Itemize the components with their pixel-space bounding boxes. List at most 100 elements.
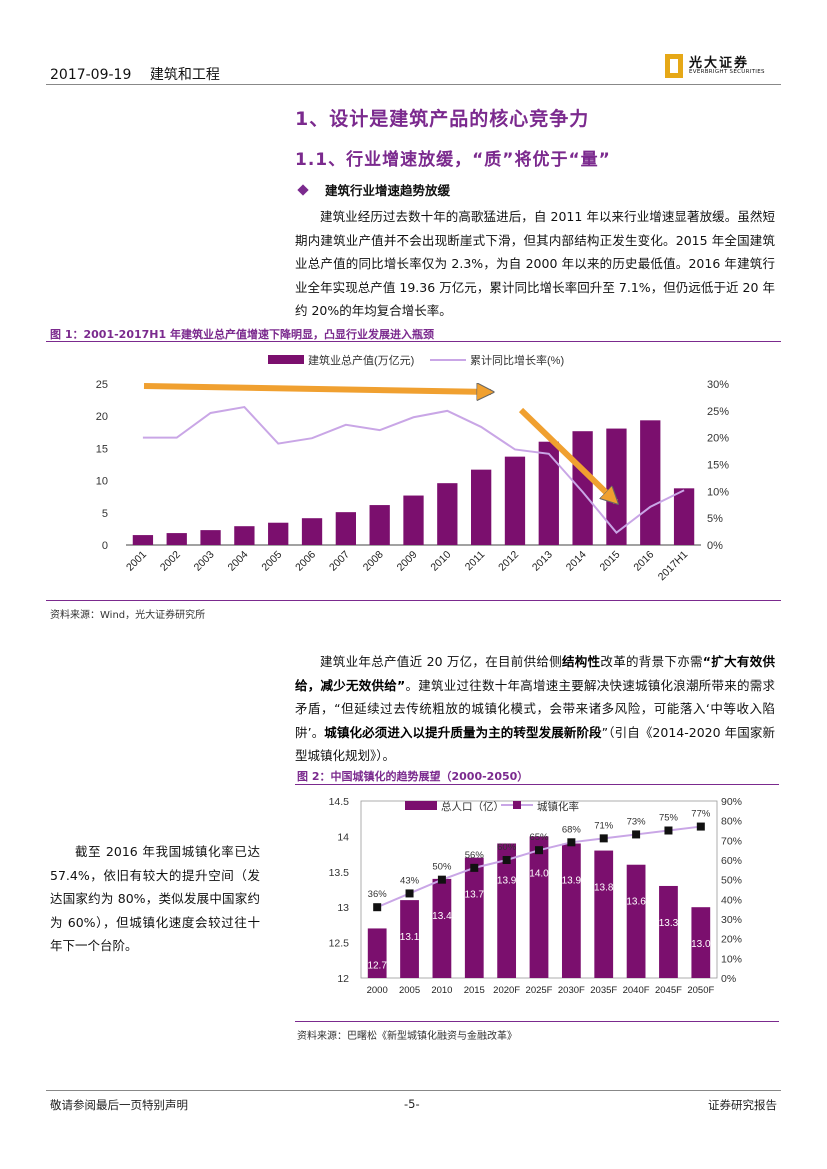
x-tick-label: 2007: [327, 549, 352, 574]
y-left-tick-label: 10: [96, 476, 108, 488]
report-sector: 建筑和工程: [149, 67, 220, 83]
bar-data-label: 13.4: [432, 911, 452, 922]
urbanization-rate-point: [664, 826, 673, 835]
bar-data-label: 13.1: [400, 932, 420, 943]
trend-arrow-horizontal: [143, 386, 491, 392]
y-left-tick-label: 15: [96, 443, 108, 455]
y-right-tick-label: 70%: [721, 835, 742, 847]
page-header: 2017-09-19 建筑和工程: [50, 64, 234, 84]
x-tick-label: 2002: [158, 549, 183, 574]
subsection-heading: 1.1、行业增速放缓，“质”将优于“量”: [295, 150, 611, 170]
figure2-top-rule: [295, 784, 779, 785]
bar-output-2007: [335, 512, 356, 545]
line-data-label: 73%: [627, 816, 647, 827]
urbanization-rate-point: [470, 863, 479, 872]
bar-population-2045F: [659, 885, 678, 978]
y-left-tick-label: 12.5: [329, 938, 350, 950]
x-tick-label: 2050F: [687, 985, 714, 996]
x-tick-label: 2016: [631, 549, 656, 574]
x-tick-label: 2014: [564, 549, 589, 574]
y-right-tick-label: 80%: [721, 816, 742, 828]
x-tick-label: 2040F: [623, 985, 650, 996]
x-tick-label: 2030F: [558, 985, 585, 996]
line-data-label: 36%: [368, 889, 388, 900]
x-tick-label: 2001: [124, 549, 149, 574]
footer-report-type: 证券研究报告: [708, 1098, 777, 1112]
y-left-tick-label: 5: [102, 508, 108, 520]
line-data-label: 43%: [400, 875, 420, 886]
side-note: 截至 2016 年我国城镇化率已达 57.4%，依旧有较大的提升空间（发达国家约…: [50, 844, 260, 953]
bar-data-label: 13.9: [562, 875, 582, 886]
x-tick-label: 2004: [226, 549, 251, 574]
logo-mark-icon: [665, 54, 683, 78]
x-tick-label: 2025F: [526, 985, 553, 996]
legend-bar-swatch: [405, 801, 437, 810]
legend-line-label: 城镇化率: [537, 800, 579, 813]
y-right-tick-label: 20%: [721, 934, 742, 946]
bar-population-2020F: [497, 843, 517, 978]
figure1-title: 图 1：2001-2017H1 年建筑业总产值增速下降明显，凸显行业发展进入瓶颈: [50, 328, 434, 341]
urbanization-rate-point: [373, 903, 382, 912]
y-right-tick-label: 0%: [707, 540, 723, 552]
x-tick-label: 2017H1: [656, 549, 691, 584]
x-tick-label: 2005: [399, 985, 420, 996]
bar-output-2016: [640, 420, 661, 545]
bar-output-2008: [369, 505, 390, 545]
x-tick-label: 2045F: [655, 985, 682, 996]
footer-divider: [46, 1090, 781, 1091]
x-tick-label: 2005: [259, 549, 284, 574]
figure1-bottom-rule: [46, 600, 781, 601]
legend-bar-swatch: [268, 355, 304, 364]
bar-output-2012: [504, 456, 526, 545]
y-right-tick-label: 20%: [707, 433, 729, 445]
bar-data-label: 13.6: [626, 897, 646, 908]
y-right-tick-label: 25%: [707, 406, 729, 418]
logo-name-en: EVERBRIGHT SECURITIES: [689, 69, 765, 75]
bar-population-2005: [400, 900, 419, 978]
bar-population-2035F: [594, 850, 614, 978]
x-tick-label: 2015: [464, 985, 485, 996]
x-tick-label: 2020F: [493, 985, 520, 996]
figure2-bottom-rule: [295, 1021, 779, 1022]
bar-population-2000: [367, 928, 387, 978]
figure2-title: 图 2：中国城镇化的趋势展望（2000-2050）: [297, 770, 529, 783]
urbanization-rate-point: [632, 830, 641, 839]
bar-output-2001: [132, 535, 154, 545]
bar-output-2009: [403, 495, 424, 545]
urbanization-rate-point: [599, 834, 608, 843]
bar-data-label: 14.0: [529, 868, 549, 879]
bar-output-2017H1: [673, 488, 695, 545]
bar-population-2025F: [529, 836, 549, 978]
bar-output-2011: [471, 469, 492, 545]
y-left-tick-label: 12: [337, 973, 349, 985]
bar-population-2040F: [626, 864, 646, 978]
page-number: -5-: [404, 1097, 420, 1111]
line-data-label: 65%: [529, 832, 549, 843]
x-tick-label: 2003: [192, 549, 217, 574]
line-data-label: 50%: [432, 862, 452, 873]
bar-output-2013: [538, 441, 559, 545]
header-divider: [46, 84, 781, 85]
y-right-tick-label: 10%: [707, 486, 729, 498]
line-data-label: 68%: [562, 824, 582, 835]
y-left-tick-label: 20: [96, 411, 108, 423]
y-right-tick-label: 10%: [721, 953, 742, 965]
figure1-source: 资料来源：Wind，光大证券研究所: [50, 610, 206, 621]
bar-data-label: 13.9: [497, 875, 517, 886]
legend-line-marker: [513, 801, 521, 809]
section-heading: 1、设计是建筑产品的核心竞争力: [295, 108, 590, 130]
bar-population-2015: [464, 857, 484, 978]
trend-arrow-down: [518, 407, 616, 502]
bar-output-2004: [234, 526, 255, 545]
diamond-bullet-icon: [297, 184, 309, 196]
body-paragraph-2: 建筑业年总产值近 20 万亿，在目前供给侧结构性改革的背景下亦需“扩大有效供给，…: [295, 654, 775, 763]
legend-line-label: 累计同比增长率(%): [470, 353, 564, 367]
bar-population-2050F: [691, 907, 711, 978]
bar-data-label: 12.7: [367, 960, 387, 971]
figure2-chart: 12 12.5 13 13.5 14 14.5 0% 10% 20% 30% 40% 50% 60% 70…: [329, 796, 742, 996]
y-left-tick-label: 0: [102, 540, 108, 552]
figure1-top-rule: [46, 341, 781, 342]
y-right-tick-label: 0%: [721, 973, 736, 985]
urbanization-rate-point: [535, 846, 543, 855]
y-right-tick-label: 50%: [721, 875, 742, 887]
